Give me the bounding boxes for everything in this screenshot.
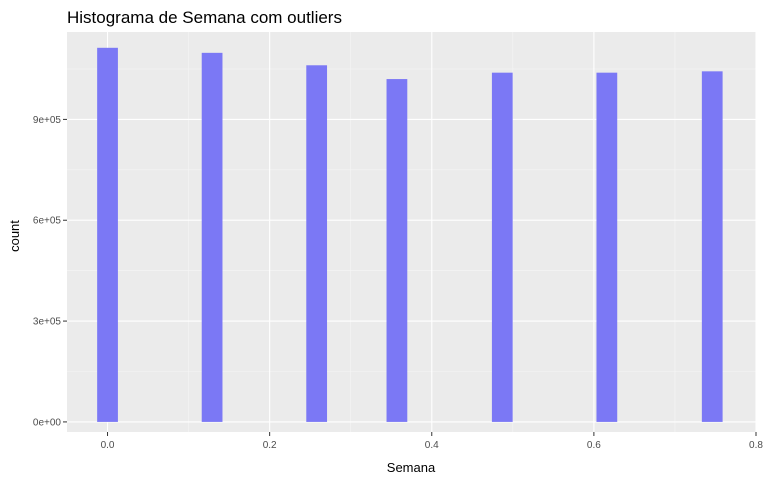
y-tick-label: 0e+00 bbox=[33, 417, 62, 428]
chart-title: Histograma de Semana com outliers bbox=[67, 8, 342, 27]
plot-panel bbox=[67, 32, 756, 432]
y-tick-label: 6e+05 bbox=[33, 216, 62, 227]
histogram-bar bbox=[491, 72, 513, 422]
y-tick-label: 9e+05 bbox=[33, 115, 62, 126]
x-tick-label: 0.8 bbox=[749, 440, 763, 451]
x-tick-label: 0.2 bbox=[263, 440, 277, 451]
histogram-bar bbox=[201, 52, 223, 422]
x-tick-label: 0.0 bbox=[101, 440, 115, 451]
x-axis-title: Semana bbox=[387, 460, 436, 475]
y-axis: 0e+00 3e+05 6e+05 9e+05 bbox=[33, 115, 67, 428]
major-gridlines bbox=[67, 32, 757, 432]
y-axis-title: count bbox=[7, 220, 22, 252]
x-tick-label: 0.6 bbox=[587, 440, 601, 451]
histogram-bar bbox=[97, 47, 118, 422]
y-tick-label: 3e+05 bbox=[33, 317, 62, 328]
x-axis: 0.0 0.2 0.4 0.6 0.8 bbox=[101, 432, 763, 451]
minor-gridlines bbox=[67, 32, 756, 432]
histogram-bar bbox=[386, 79, 408, 422]
histogram-bar bbox=[701, 71, 723, 422]
histogram-bar bbox=[596, 72, 618, 422]
x-tick-label: 0.4 bbox=[425, 440, 439, 451]
bars bbox=[97, 47, 723, 422]
histogram-bar bbox=[306, 65, 328, 422]
